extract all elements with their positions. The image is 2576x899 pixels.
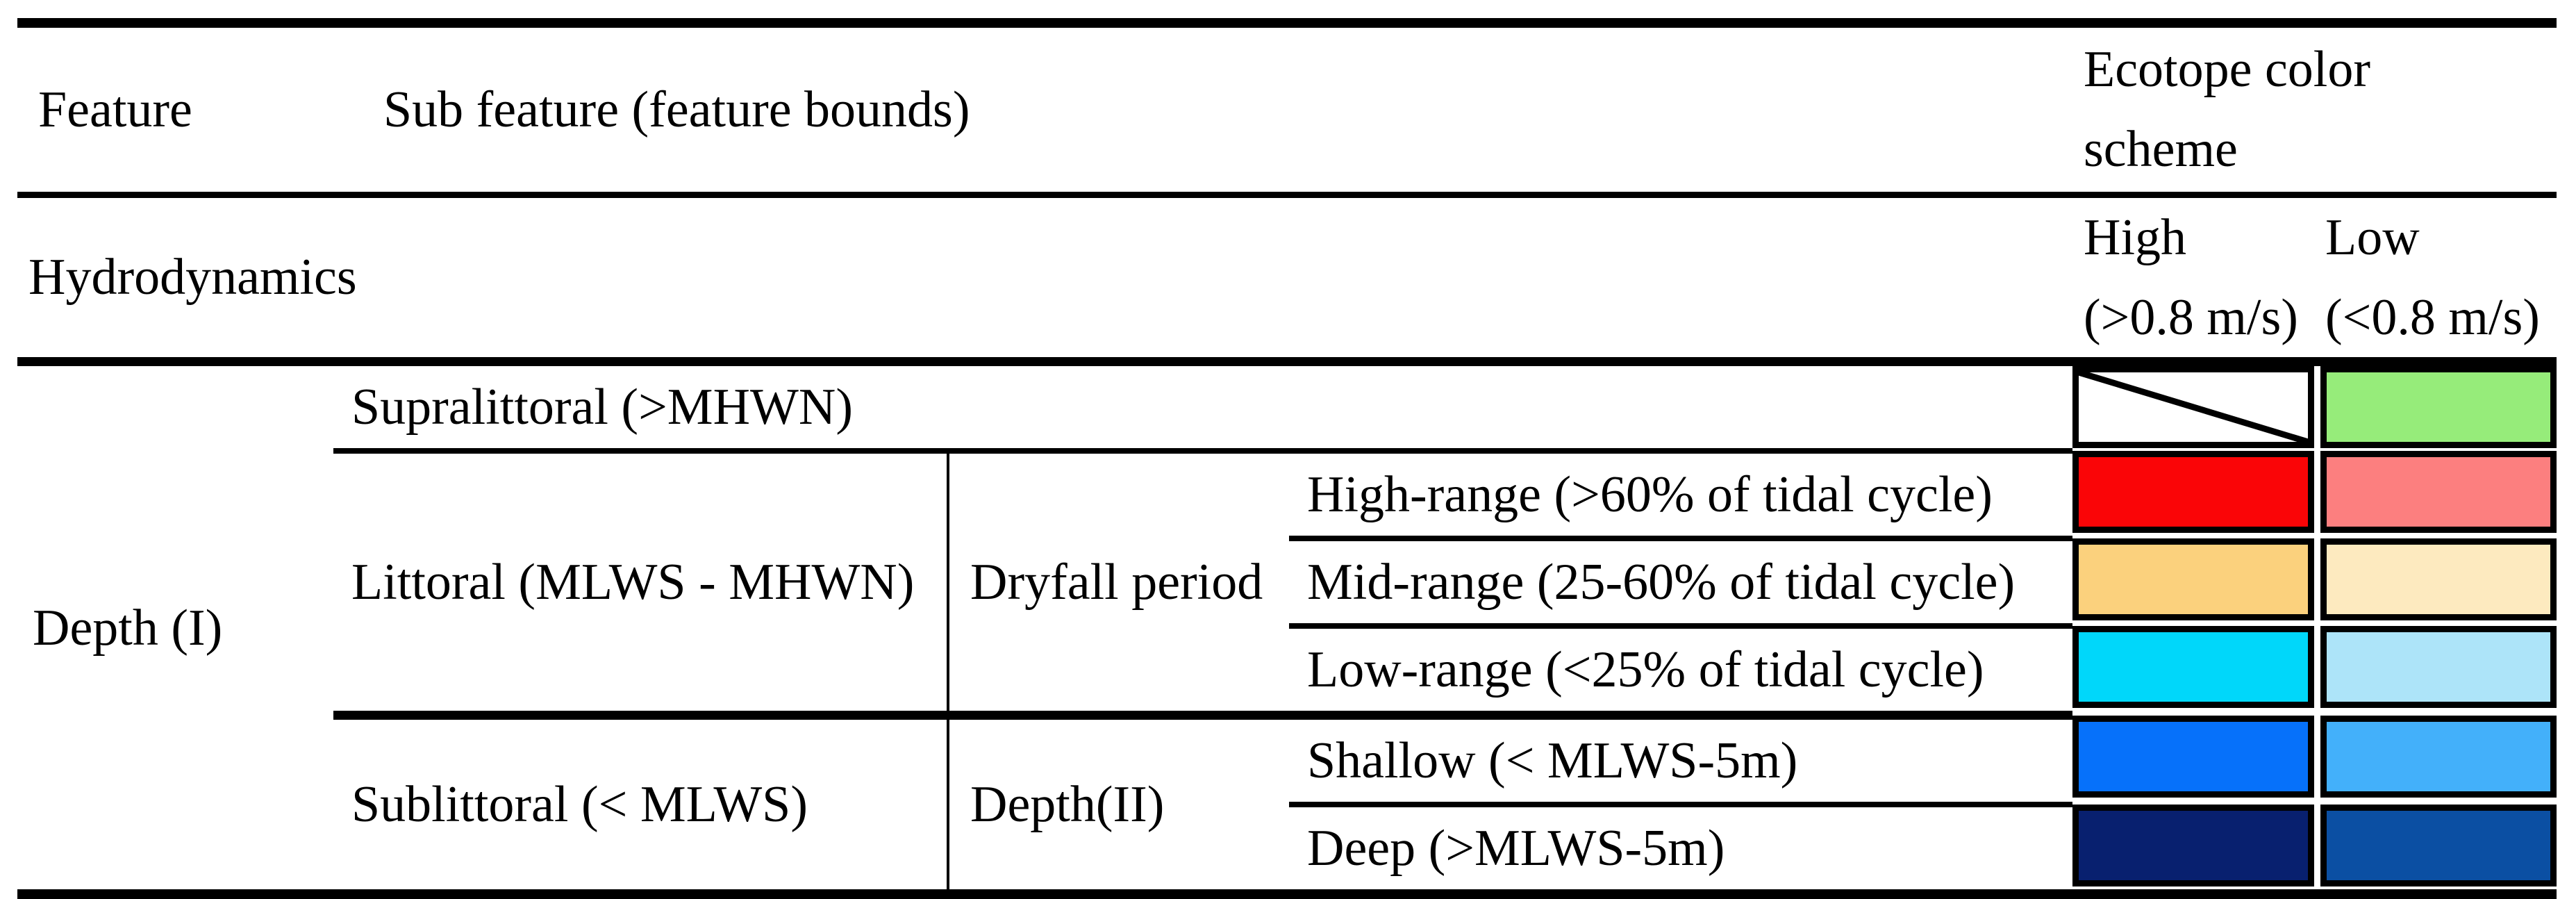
swatch-highrange-low bbox=[2314, 451, 2557, 538]
color-sample bbox=[2320, 715, 2557, 798]
color-sample bbox=[2072, 538, 2314, 621]
supralittoral-label: Supralittoral (>MHWN) bbox=[333, 361, 2072, 454]
ecotope-column-header: Ecotope color scheme bbox=[2072, 23, 2557, 198]
mid-range-label: Mid-range (25-60% of tidal cycle) bbox=[1289, 538, 2072, 629]
mid-range-row: Mid-range (25-60% of tidal cycle) bbox=[17, 538, 2557, 629]
depth-2-label: Depth(II) bbox=[947, 715, 1289, 895]
feature-column-header: Feature bbox=[17, 23, 333, 198]
swatch-lowrange-low bbox=[2314, 626, 2557, 716]
shallow-row: Sublittoral (< MLWS) Depth(II) Shallow (… bbox=[17, 715, 2557, 895]
swatch-midrange-low bbox=[2314, 538, 2557, 626]
color-sample bbox=[2072, 451, 2314, 534]
low-range-row: Low-range (<25% of tidal cycle) bbox=[17, 626, 2557, 720]
low-range-label: Low-range (<25% of tidal cycle) bbox=[1289, 626, 2072, 720]
page-root: { "header": { "feature": "Feature", "sub… bbox=[17, 18, 2557, 899]
color-sample bbox=[2072, 805, 2314, 887]
color-sample bbox=[2320, 451, 2557, 534]
high-range-row: Littoral (MLWS - MHWN) Dryfall period Hi… bbox=[17, 451, 2557, 720]
swatch-shallow-high bbox=[2072, 715, 2314, 805]
swatch-highrange-high bbox=[2072, 451, 2314, 538]
high-flow-header: High (>0.8 m/s) bbox=[2072, 195, 2314, 367]
diagonal-strike-icon bbox=[2072, 366, 2314, 449]
low-flow-line2: (<0.8 m/s) bbox=[2325, 288, 2540, 346]
low-flow-header: Low (<0.8 m/s) bbox=[2314, 195, 2557, 367]
swatch-midrange-high bbox=[2072, 538, 2314, 626]
high-flow-line2: (>0.8 m/s) bbox=[2084, 288, 2298, 346]
supralittoral-row: Depth (I) Supralittoral (>MHWN) bbox=[17, 361, 2557, 657]
hydrodynamics-row: Hydrodynamics High (>0.8 m/s) Low (<0.8 … bbox=[17, 195, 2557, 367]
color-sample bbox=[2320, 538, 2557, 621]
ecotope-header-line1: Ecotope color bbox=[2084, 41, 2370, 99]
color-sample bbox=[2320, 366, 2557, 449]
swatch-supralittoral-low bbox=[2314, 362, 2557, 452]
depth-1-label: Depth (I) bbox=[33, 599, 223, 657]
swatch-deep-high bbox=[2072, 805, 2314, 894]
shallow-label: Shallow (< MLWS-5m) bbox=[1289, 715, 2072, 808]
high-flow-line1: High bbox=[2084, 209, 2186, 266]
deep-label: Deep (>MLWS-5m) bbox=[1307, 820, 1725, 877]
color-sample bbox=[2320, 626, 2557, 709]
ecotope-header-line2: scheme bbox=[2084, 121, 2238, 178]
swatch-lowrange-high bbox=[2072, 626, 2314, 716]
ecotope-table-wrapper: Feature Sub feature (feature bounds) Eco… bbox=[17, 18, 2557, 899]
swatch-deep-low bbox=[2314, 805, 2557, 894]
deep-row: Deep (>MLWS-5m) bbox=[17, 805, 2557, 894]
subfeature-column-header: Sub feature (feature bounds) bbox=[333, 23, 2072, 198]
table-header-row: Feature Sub feature (feature bounds) Eco… bbox=[17, 23, 2557, 198]
swatch-supralittoral-high bbox=[2072, 362, 2314, 452]
dryfall-period-label: Dryfall period bbox=[947, 451, 1289, 720]
diagonal-line-icon bbox=[2079, 372, 2308, 442]
swatch-shallow-low bbox=[2314, 715, 2557, 805]
high-range-label: High-range (>60% of tidal cycle) bbox=[1289, 451, 2072, 542]
color-sample bbox=[2072, 626, 2314, 709]
low-flow-line1: Low bbox=[2325, 209, 2420, 266]
sublittoral-label: Sublittoral (< MLWS) bbox=[351, 776, 808, 834]
color-sample bbox=[2320, 805, 2557, 887]
littoral-label: Littoral (MLWS - MHWN) bbox=[333, 451, 948, 720]
ecotope-classification-table: Feature Sub feature (feature bounds) Eco… bbox=[17, 18, 2557, 899]
color-sample bbox=[2072, 715, 2314, 798]
hydrodynamics-label: Hydrodynamics bbox=[17, 195, 2072, 367]
